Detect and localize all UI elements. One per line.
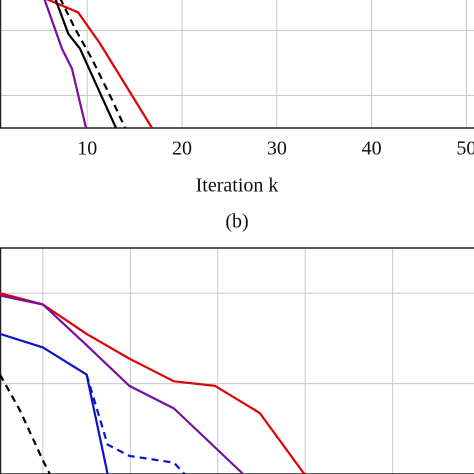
line-series <box>43 0 88 129</box>
x-axis-label: Iteration k <box>196 175 279 197</box>
line-series <box>45 0 153 129</box>
x-tick-label: 10 <box>77 138 97 160</box>
line-series <box>0 292 306 474</box>
x-tick-label: 20 <box>172 138 192 160</box>
line-series <box>54 0 118 129</box>
x-tick-label: 50 <box>456 138 474 160</box>
line-series <box>59 0 127 129</box>
line-series <box>0 294 244 474</box>
line-series <box>85 374 186 474</box>
line-series <box>0 374 51 474</box>
x-tick-label: 30 <box>267 138 287 160</box>
line-series <box>0 332 109 474</box>
caption: (b) <box>225 211 248 233</box>
x-tick-label: 40 <box>362 138 382 160</box>
